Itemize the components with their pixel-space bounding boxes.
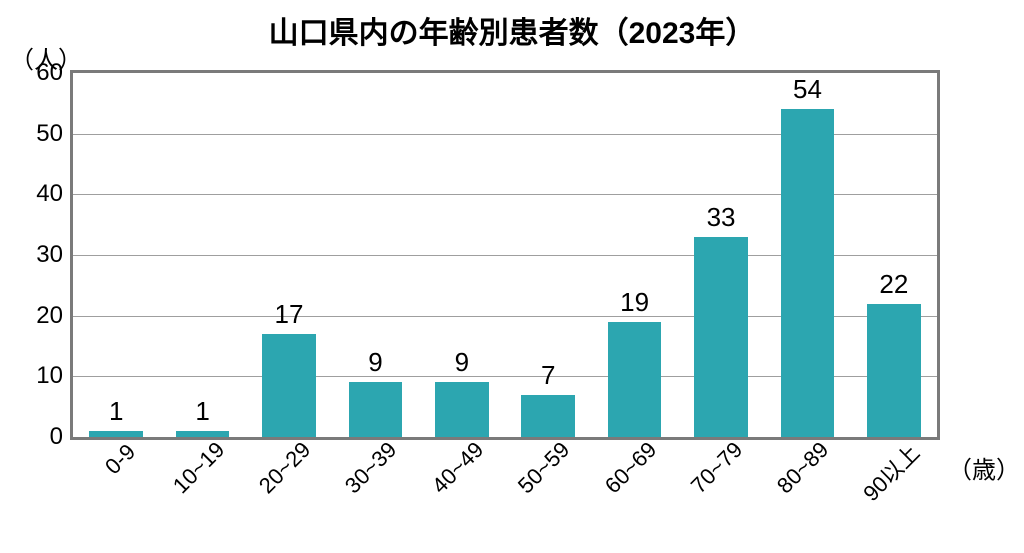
bar-value-label: 54 xyxy=(793,74,822,105)
bar-value-label: 9 xyxy=(368,347,382,378)
bars-group: 10-9110~191720~29930~39940~49750~591960~… xyxy=(73,73,937,437)
x-tick-label: 20~29 xyxy=(254,437,316,499)
bar: 1 xyxy=(176,431,230,437)
x-tick-label: 10~19 xyxy=(168,437,230,499)
x-axis-unit: （歳） xyxy=(948,450,1020,485)
bar-value-label: 19 xyxy=(620,287,649,318)
bar-slot: 3370~79 xyxy=(678,73,764,437)
bar: 7 xyxy=(521,395,575,437)
bar: 1 xyxy=(89,431,143,437)
plot-area: 10-9110~191720~29930~39940~49750~591960~… xyxy=(70,70,940,440)
y-tick-label: 0 xyxy=(50,423,63,451)
bar-slot: 940~49 xyxy=(419,73,505,437)
y-tick-label: 60 xyxy=(36,59,63,87)
bar-slot: 930~39 xyxy=(332,73,418,437)
bar: 17 xyxy=(262,334,316,437)
bar-value-label: 7 xyxy=(541,360,555,391)
chart-container: 山口県内の年齢別患者数（2023年） （人） （歳） 10-9110~19172… xyxy=(0,0,1024,553)
y-tick-label: 50 xyxy=(36,120,63,148)
y-tick-label: 30 xyxy=(36,241,63,269)
chart-title: 山口県内の年齢別患者数（2023年） xyxy=(0,8,1024,52)
bar-value-label: 1 xyxy=(195,396,209,427)
y-tick-label: 40 xyxy=(36,180,63,208)
x-tick-label: 0-9 xyxy=(100,439,141,480)
bar-slot: 1720~29 xyxy=(246,73,332,437)
x-tick-label: 70~79 xyxy=(686,437,748,499)
x-tick-label: 50~59 xyxy=(513,437,575,499)
y-tick-label: 20 xyxy=(36,302,63,330)
bar-value-label: 33 xyxy=(707,202,736,233)
bar-value-label: 22 xyxy=(879,269,908,300)
bar-slot: 2290以上 xyxy=(851,73,937,437)
x-tick-label: 80~89 xyxy=(772,437,834,499)
bar: 9 xyxy=(349,382,403,437)
bar-value-label: 1 xyxy=(109,396,123,427)
bar-slot: 10-9 xyxy=(73,73,159,437)
bar-slot: 1960~69 xyxy=(591,73,677,437)
bar: 19 xyxy=(608,322,662,437)
bar: 54 xyxy=(781,109,835,437)
bar-slot: 750~59 xyxy=(505,73,591,437)
x-tick-label: 30~39 xyxy=(340,437,402,499)
x-tick-label: 60~69 xyxy=(600,437,662,499)
bar-slot: 5480~89 xyxy=(764,73,850,437)
x-tick-label: 40~49 xyxy=(427,437,489,499)
bar-slot: 110~19 xyxy=(159,73,245,437)
bar: 33 xyxy=(694,237,748,437)
bar-value-label: 9 xyxy=(455,347,469,378)
bar: 9 xyxy=(435,382,489,437)
y-tick-label: 10 xyxy=(36,362,63,390)
bar-value-label: 17 xyxy=(275,299,304,330)
x-tick-label: 90以上 xyxy=(855,436,926,507)
bar: 22 xyxy=(867,304,921,437)
